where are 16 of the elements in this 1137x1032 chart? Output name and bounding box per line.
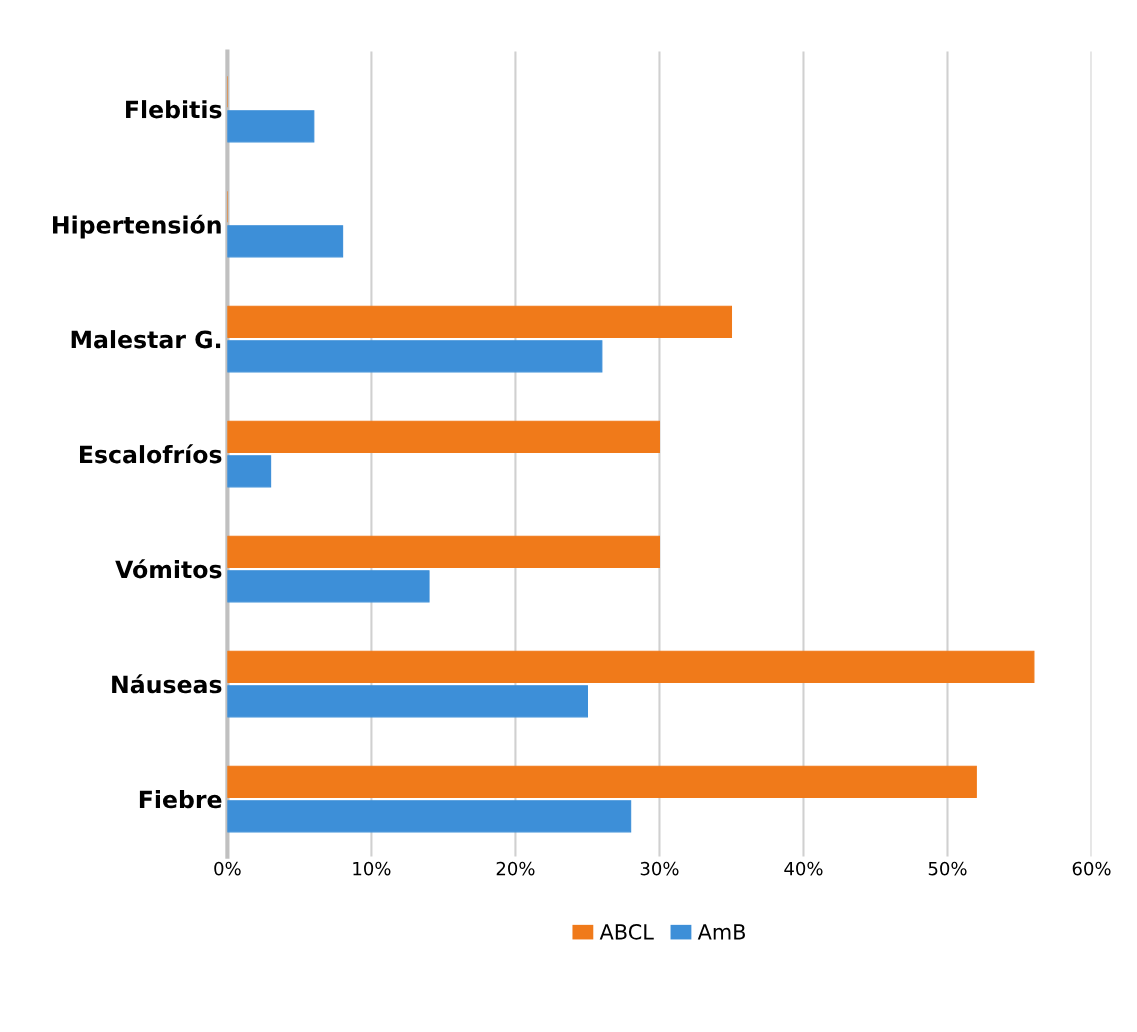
y-tick-label: Hipertensión [53,214,221,239]
x-tick-label: 0% [214,861,241,876]
legend-label: AmB [697,924,745,940]
y-tick-label: Escalofríos [80,444,222,464]
x-tick-label: 40% [784,861,823,876]
y-tick-label: Flebitis [126,100,222,119]
y-tick-label: Vómitos [115,559,222,579]
x-tick-label: 10% [353,861,391,876]
legend-label: ABCL [599,923,654,940]
y-tick-label: Náuseas [112,674,222,694]
y-tick-label: Malestar G. [71,330,221,349]
x-tick-label: 60% [1072,861,1111,876]
y-tick-label: Fiebre [139,790,222,809]
x-tick-label: 20% [496,861,535,876]
x-tick-label: 30% [640,861,679,876]
x-tick-label: 50% [928,861,967,876]
